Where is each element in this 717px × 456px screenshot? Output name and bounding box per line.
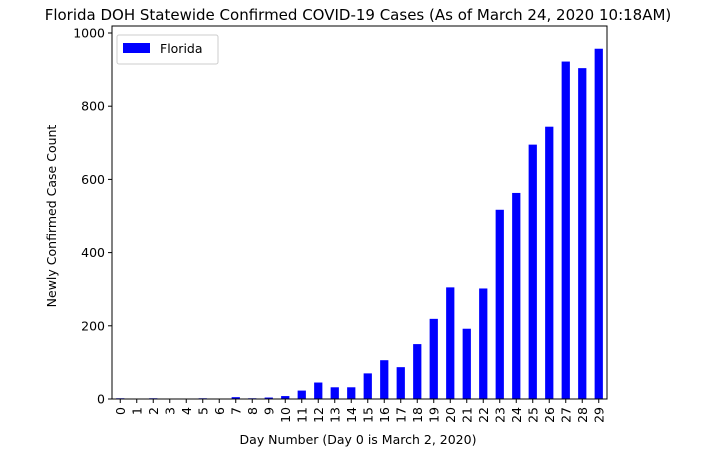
x-axis: 0 1 2 3 4 5 6 7 8 9 10 11 12 13 14 15 16 17 18 19 20 21 22 23 24… <box>113 399 606 423</box>
x-tick-label: 7 <box>228 407 243 415</box>
legend-box <box>116 34 219 65</box>
bar-day-24 <box>512 192 521 399</box>
x-tick-label: 4 <box>179 407 194 415</box>
x-tick-label: 12 <box>311 407 326 423</box>
y-tick-label: 600 <box>81 172 105 187</box>
y-axis-label: Newly Confirmed Case Count <box>44 125 59 308</box>
bar-day-26 <box>545 126 554 399</box>
legend-label: Florida <box>160 41 203 56</box>
legend: Florida <box>116 34 219 65</box>
x-tick-label: 23 <box>492 407 507 423</box>
x-tick-label: 17 <box>393 407 408 423</box>
y-tick-label: 400 <box>81 245 105 260</box>
bar-day-28 <box>578 68 587 399</box>
x-tick-label: 13 <box>327 407 342 423</box>
bars-group <box>116 48 603 400</box>
x-tick-label: 27 <box>558 407 573 423</box>
bar-day-9 <box>264 397 273 399</box>
x-tick-label: 11 <box>294 407 309 423</box>
bar-day-13 <box>330 387 339 399</box>
chart-title: Florida DOH Statewide Confirmed COVID-19… <box>45 6 672 24</box>
bar-day-21 <box>462 328 471 399</box>
x-tick-label: 22 <box>476 407 491 423</box>
bar-day-10 <box>281 396 290 399</box>
bar-day-15 <box>363 373 372 399</box>
x-tick-label: 28 <box>575 407 590 423</box>
x-tick-label: 1 <box>129 407 144 415</box>
x-tick-label: 26 <box>542 407 557 423</box>
x-tick-label: 3 <box>162 407 177 415</box>
bar-day-19 <box>429 318 438 399</box>
bar-day-7 <box>231 397 240 399</box>
bar-day-14 <box>347 387 356 399</box>
x-tick-label: 18 <box>410 407 425 423</box>
bar-day-16 <box>380 360 389 399</box>
y-tick-label: 200 <box>81 318 105 333</box>
x-tick-label: 19 <box>426 407 441 423</box>
x-tick-label: 5 <box>195 407 210 415</box>
x-tick-label: 15 <box>360 407 375 423</box>
y-tick-label: 1000 <box>73 26 105 41</box>
bar-day-18 <box>413 344 422 399</box>
x-tick-label: 14 <box>344 407 359 423</box>
y-tick-label: 0 <box>97 392 105 407</box>
bar-day-22 <box>479 288 488 399</box>
x-tick-label: 0 <box>113 407 128 415</box>
bar-day-23 <box>495 209 504 399</box>
legend-swatch <box>123 43 150 53</box>
bar-day-17 <box>396 367 405 399</box>
bar-day-12 <box>314 382 323 399</box>
x-tick-label: 9 <box>261 407 276 415</box>
y-tick-label: 800 <box>81 99 105 114</box>
x-tick-label: 24 <box>509 407 524 423</box>
bar-day-25 <box>528 144 537 399</box>
bar-day-11 <box>297 390 306 399</box>
bar-day-27 <box>561 61 570 400</box>
x-tick-label: 21 <box>459 407 474 423</box>
x-tick-label: 8 <box>245 407 260 415</box>
x-tick-label: 25 <box>525 407 540 423</box>
x-tick-label: 20 <box>443 407 458 423</box>
x-tick-label: 10 <box>278 407 293 423</box>
x-tick-label: 16 <box>377 407 392 423</box>
plot-frame <box>111 25 608 400</box>
x-tick-label: 2 <box>146 407 161 415</box>
x-tick-label: 29 <box>591 407 606 423</box>
bar-day-29 <box>594 48 603 400</box>
y-axis: 0 200 400 600 800 1000 <box>73 26 112 407</box>
x-tick-label: 6 <box>212 407 227 415</box>
bar-day-20 <box>446 287 455 399</box>
x-axis-label: Day Number (Day 0 is March 2, 2020) <box>240 432 477 447</box>
